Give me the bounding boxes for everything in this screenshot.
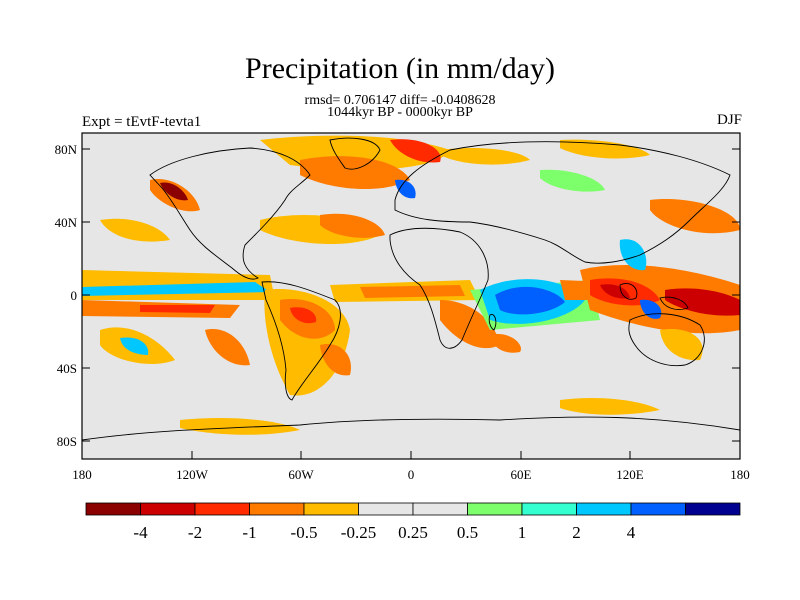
anomaly-patch (560, 139, 650, 159)
lat-label: 80S (57, 434, 77, 449)
lon-label: 180 (730, 467, 750, 482)
colorbar-labels: -4 -2 -1 -0.5 -0.25 0.25 0.5 1 2 4 (133, 523, 635, 542)
coast-borneo (619, 283, 638, 300)
anomaly-patch (495, 286, 565, 315)
season-label: DJF (716, 112, 742, 128)
anomaly-patch (140, 305, 215, 313)
colorbar-swatch (303, 502, 359, 516)
colorbar-swatch (194, 502, 250, 516)
colorbar-swatch (576, 502, 632, 516)
coast-north-america (149, 147, 311, 280)
experiment-label: Expt = tEvtF-tevta1 (82, 114, 202, 130)
lat-label: 0 (71, 288, 78, 303)
colorbar-label: 4 (627, 523, 636, 542)
colorbar-label: 1 (518, 523, 527, 542)
colorbar-swatch (85, 502, 141, 516)
colorbar-label: -0.5 (291, 523, 318, 542)
anomaly-patch (290, 307, 317, 324)
lon-label: 120W (176, 467, 209, 482)
anomaly-patch (650, 199, 740, 234)
lon-axis (81, 451, 741, 459)
coast-australia (628, 313, 705, 367)
colorbar-label: -1 (242, 523, 256, 542)
anomaly-patch (160, 182, 188, 201)
lat-label: 80N (55, 142, 78, 157)
anomaly-patch (490, 333, 521, 353)
anomaly-patch (440, 300, 500, 349)
stats-line: rmsd= 0.706147 diff= -0.0408628 (304, 93, 496, 108)
anomaly-patch (660, 329, 703, 361)
period-line: 1044kyr BP - 0000kyr BP (327, 105, 473, 120)
lat-labels: 80N 40N 0 40S 80S (55, 142, 78, 449)
colorbar-swatch (140, 502, 196, 516)
coast-antarctica (82, 416, 740, 441)
lat-label: 40S (57, 361, 77, 376)
anomaly-patch (540, 169, 605, 192)
colorbar-label: 0.25 (398, 523, 428, 542)
anomaly-patch (320, 213, 385, 238)
coast-madagascar (488, 314, 497, 331)
lat-label: 40N (55, 215, 78, 230)
colorbar-swatch (358, 502, 414, 516)
anomaly-patch (180, 418, 300, 435)
colorbar-swatch (630, 502, 686, 516)
anomaly-patch (665, 288, 740, 316)
anomaly-patch (120, 337, 149, 355)
anomaly-patch (100, 218, 170, 242)
colorbar-label: -4 (133, 523, 148, 542)
colorbar-swatch (412, 502, 468, 516)
lon-label: 0 (408, 467, 415, 482)
coast-new-guinea (659, 296, 689, 310)
colorbar-label: -2 (188, 523, 202, 542)
coast-south-america (261, 281, 341, 401)
colorbar-swatch (685, 502, 741, 516)
anomaly-patch (82, 282, 270, 296)
colorbar-label: -0.25 (341, 523, 376, 542)
anomaly-patch (300, 156, 410, 190)
coast-africa (389, 227, 489, 349)
anomaly-patch (619, 239, 647, 271)
colorbar-label: 2 (572, 523, 581, 542)
coast-eurasia (394, 141, 731, 264)
lon-label: 60E (511, 467, 532, 482)
lon-label: 60W (288, 467, 314, 482)
colorbar-label: 0.5 (457, 523, 478, 542)
anomaly-patch (395, 179, 416, 199)
anomaly-patch (360, 285, 465, 298)
anomaly-patch (390, 139, 441, 163)
lon-label: 180 (72, 467, 92, 482)
lat-axis (82, 148, 740, 442)
colorbar-swatch (249, 502, 305, 516)
coast-greenland (329, 137, 381, 170)
lon-label: 120E (616, 467, 644, 482)
colorbar (85, 502, 741, 516)
coastlines (82, 137, 740, 441)
colorbar-swatch (467, 502, 523, 516)
anomaly-patch (205, 329, 250, 366)
anomaly-patch (560, 398, 660, 415)
lon-labels: 180 120W 60W 0 60E 120E 180 (72, 467, 750, 482)
anomaly-patch (440, 148, 530, 165)
colorbar-swatch (521, 502, 577, 516)
anomaly-patch (320, 344, 351, 376)
figure-title: Precipitation (in mm/day) (245, 52, 555, 85)
